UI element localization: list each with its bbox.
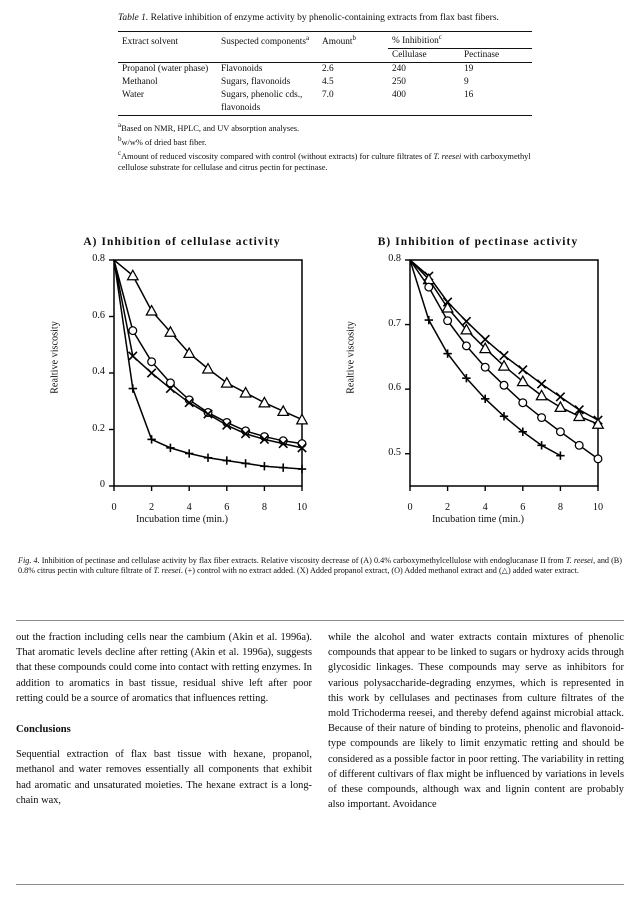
ytick-label: 0.5 [388,446,401,458]
cell-solvent: Water [122,90,144,101]
xtick-label: 0 [407,502,413,513]
conclusions-heading: Conclusions [16,724,71,736]
body-column-right: while the alcohol and water extracts con… [328,630,624,812]
footnote-a: aBased on NMR, HPLC, and UV absorption a… [118,120,300,133]
cell-amount: 4.5 [322,77,334,88]
chart-panel-b: B) Inhibition of pectinase activity Real… [328,236,628,536]
figure-4: A) Inhibition of cellulase activity Real… [18,236,624,536]
figure-caption-part2: , and (B) 0.8% citrus pectin with cultur… [18,556,622,576]
col-header-inhibition: % Inhibitionc [388,31,532,49]
col-header-cellulase: Cellulase [392,50,427,61]
footnote-c: cAmount of reduced viscosity compared wi… [118,148,531,172]
table-row: Propanol (water phase) Flavonoids 2.6 24… [118,62,532,76]
xtick-label: 0 [111,502,117,513]
cell-amount: 2.6 [322,64,334,75]
panel-a-ylabel: Realtive viscosity [49,321,61,394]
panel-a-svg [109,259,309,491]
panel-b-plot-area: Realtive viscosity 0.5 0.6 0.7 0.8 0 2 4 6 8 10 … [328,253,628,536]
xtick-label: 2 [149,502,155,513]
xtick-label: 8 [557,502,563,513]
spacer-cell-6 [388,102,460,116]
cell-pectinase: 19 [464,64,474,75]
ytick-label: 0.6 [388,382,401,394]
ytick-label: 0.8 [92,253,105,264]
divider-top [16,620,624,621]
cell-components: Sugars, flavonoids [221,77,291,88]
xtick-label: 4 [186,502,192,513]
chart-panel-a: A) Inhibition of cellulase activity Real… [32,236,332,536]
spacer-cell-2 [217,48,318,62]
paragraph-right: while the alcohol and water extracts con… [328,632,624,811]
divider-bottom [16,884,624,885]
ytick-label: 0.2 [92,422,105,434]
cell-components-line2: flavonoids [221,103,261,114]
figure-caption-italic-2: T. reesei [153,566,181,576]
spacer-cell-3 [318,48,388,62]
xtick-label: 6 [520,502,526,513]
ytick-label: 0.6 [92,309,105,321]
panel-b-title: B) Inhibition of pectinase activity [377,236,579,248]
xtick-label: 10 [592,502,604,513]
figure-caption-label: Fig. 4. [18,556,40,565]
table-row: Water Sugars, phenolic cds., 7.0 400 16 [118,89,532,102]
panel-b-xlabel: Incubation time (min.) [432,514,524,525]
table-caption-label: Table 1. [118,13,149,23]
panel-b-ylabel: Realtive viscosity [345,321,357,394]
inhibition-table: Extract solvent Suspected componentsa Am… [118,31,532,116]
xtick-label: 8 [261,502,267,513]
figure-caption-part3: . (+) control with no extract added. (X)… [180,566,579,576]
table-footnotes: aBased on NMR, HPLC, and UV absorption a… [118,120,532,173]
table-row-continuation: flavonoids [118,102,532,116]
table-caption: Table 1. Relative inhibition of enzyme a… [118,12,532,25]
figure-caption-italic-1: T. reesei [565,556,594,565]
cell-components: Sugars, phenolic cds., [221,90,303,101]
col-header-suspected-components: Suspected componentsa [221,33,310,47]
panel-a-xlabel: Incubation time (min.) [136,514,228,525]
xtick-label: 6 [224,502,230,513]
panel-a-title: A) Inhibition of cellulase activity [83,236,281,248]
xtick-label: 10 [296,502,308,513]
panel-a-plot-area: Realtive viscosity 0 0.2 0.4 0.6 0.8 0 2 4 6 8 10… [32,253,332,536]
body-column-left: out the fraction including cells near th… [16,630,312,808]
ytick-label: 0 [99,479,105,490]
table-subheader-row: Cellulase Pectinase [118,48,532,63]
cell-cellulase: 250 [392,77,406,88]
col-header-pectinase: Pectinase [464,50,500,61]
col-header-extract-solvent: Extract solvent [122,36,179,47]
xtick-label: 4 [482,502,488,513]
cell-components: Flavonoids [221,64,263,75]
spacer-cell-7 [460,102,532,116]
figure-caption-part1: Inhibition of pectinase and cellulase ac… [39,556,566,565]
table-row: Methanol Sugars, flavonoids 4.5 250 9 [118,76,532,89]
conclusions-paragraph: Sequential extraction of flax bast tissu… [16,749,312,806]
footnote-b: bw/w% of dried bast fiber. [118,134,207,147]
table-block: Table 1. Relative inhibition of enzyme a… [118,12,532,173]
cell-pectinase: 9 [464,77,469,88]
spacer-cell-5 [318,102,388,116]
panel-b-svg [405,259,605,491]
cell-cellulase: 240 [392,64,406,75]
cell-pectinase: 16 [464,90,474,101]
paragraph-continuation: out the fraction including cells near th… [16,632,312,704]
xtick-label: 2 [445,502,451,513]
cell-amount: 7.0 [322,90,334,101]
cell-cellulase: 400 [392,90,406,101]
cell-solvent: Propanol (water phase) [122,64,209,75]
spacer-cell-1 [118,48,217,62]
col-header-amount: Amountb [322,33,356,47]
figure-caption: Fig. 4. Inhibition of pectinase and cell… [18,556,622,577]
table-header-row: Extract solvent Suspected componentsa Am… [118,31,532,49]
cell-solvent: Methanol [122,77,158,88]
ytick-label: 0.4 [92,366,105,377]
ytick-label: 0.7 [388,317,401,329]
ytick-label: 0.8 [388,253,401,264]
table-caption-text: Relative inhibition of enzyme activity b… [150,13,499,23]
spacer-cell-4 [118,102,217,116]
